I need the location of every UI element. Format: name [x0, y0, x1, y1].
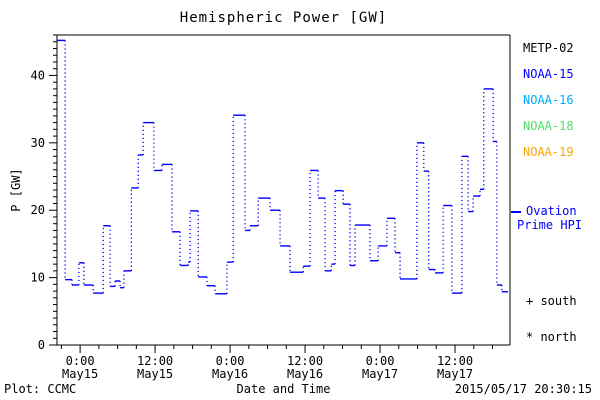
- line-sample-icon: [511, 210, 521, 213]
- svg-text:12:00: 12:00: [287, 354, 323, 368]
- svg-text:20: 20: [31, 203, 45, 217]
- legend-item-noaa18: NOAA-18: [523, 119, 574, 133]
- svg-text:May15: May15: [137, 367, 173, 381]
- svg-text:May17: May17: [437, 367, 473, 381]
- legend-item-metp02: METP-02: [523, 41, 574, 55]
- svg-text:30: 30: [31, 136, 45, 150]
- svg-text:0: 0: [38, 338, 45, 352]
- x-axis-label: Date and Time: [236, 382, 331, 396]
- legend-item-noaa19: NOAA-19: [523, 145, 574, 159]
- svg-text:May16: May16: [212, 367, 248, 381]
- y-axis-label: P [GW]: [9, 168, 23, 212]
- svg-text:0:00: 0:00: [216, 354, 245, 368]
- svg-text:40: 40: [31, 68, 45, 82]
- plot-credit: Plot: CCMC: [4, 382, 77, 396]
- south-marker-label: + south: [526, 294, 577, 308]
- svg-text:12:00: 12:00: [137, 354, 173, 368]
- svg-text:0:00: 0:00: [66, 354, 95, 368]
- ovation-legend: Ovation Prime HPI: [511, 204, 582, 232]
- legend-item-noaa15: NOAA-15: [523, 67, 574, 81]
- north-marker-label: * north: [526, 330, 577, 344]
- svg-text:12:00: 12:00: [437, 354, 473, 368]
- svg-text:May16: May16: [287, 367, 323, 381]
- ovation-line2: Prime HPI: [517, 218, 583, 232]
- svg-text:0:00: 0:00: [366, 354, 395, 368]
- svg-text:10: 10: [31, 271, 45, 285]
- svg-text:May17: May17: [362, 367, 398, 381]
- legend-item-noaa16: NOAA-16: [523, 93, 574, 107]
- ovation-line1: Ovation: [511, 204, 582, 218]
- chart-title: Hemispheric Power [GW]: [179, 10, 388, 26]
- plot-timestamp: 2015/05/17 20:30:15: [454, 382, 592, 396]
- svg-text:May15: May15: [62, 367, 98, 381]
